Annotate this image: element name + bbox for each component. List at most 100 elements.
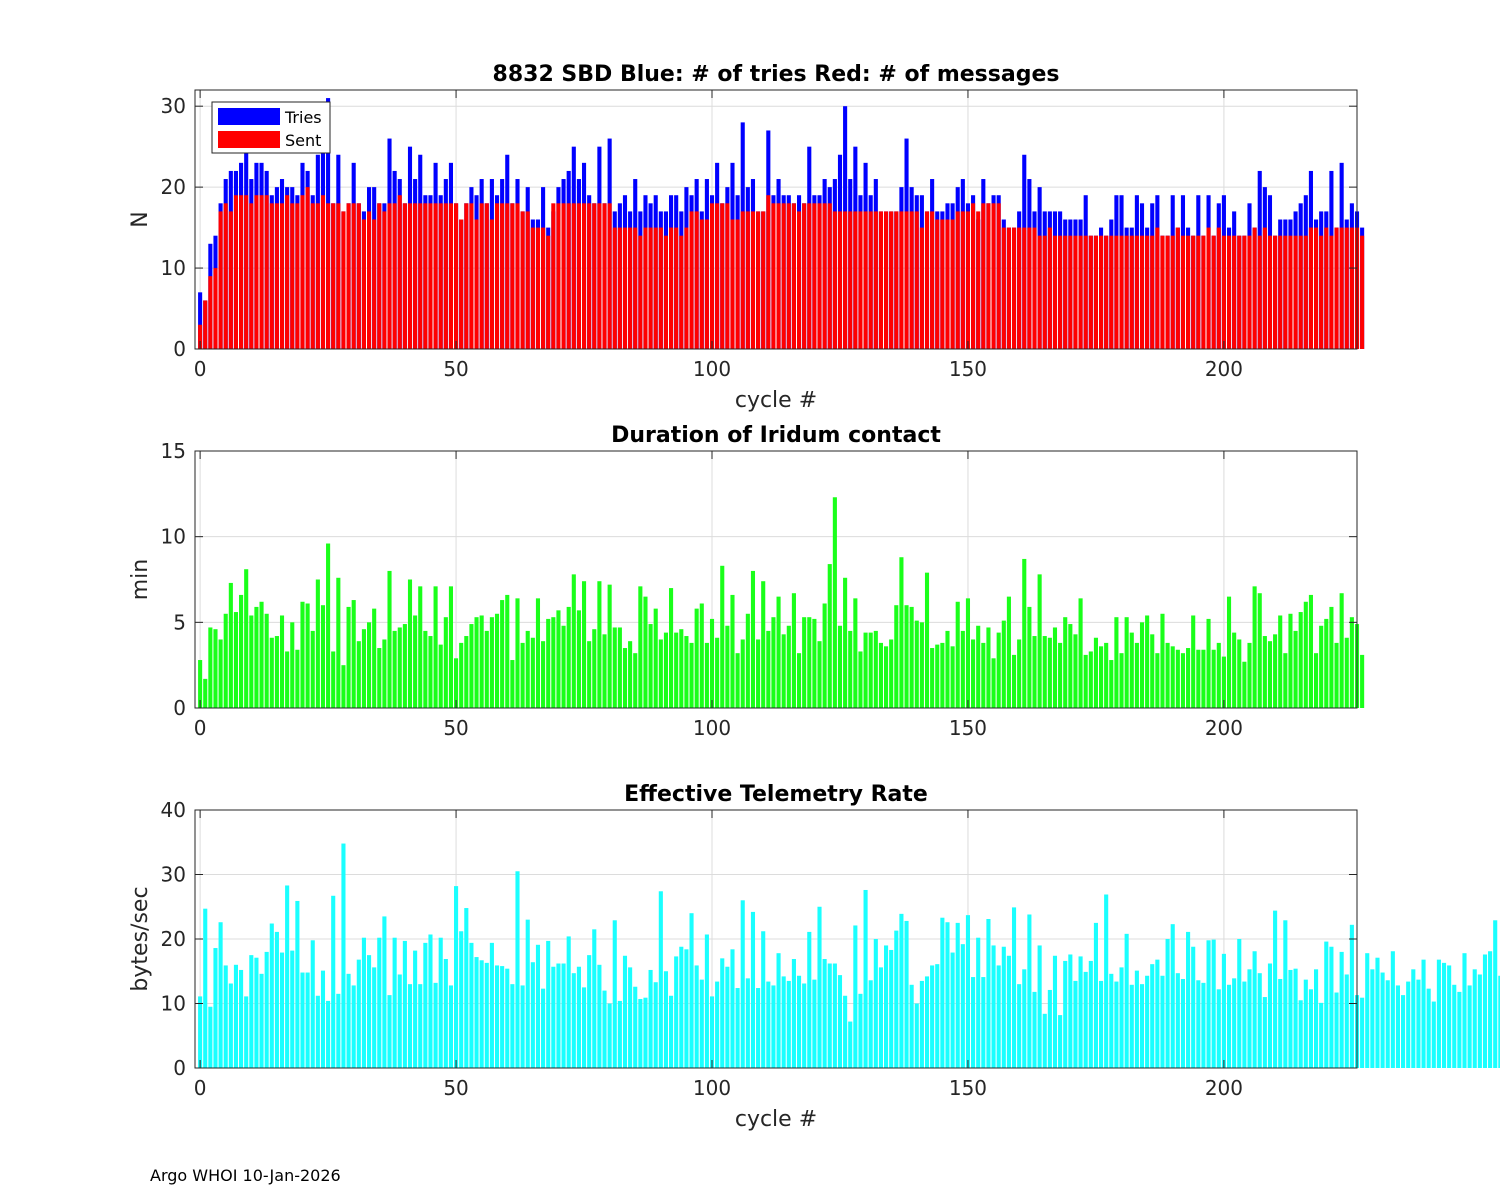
- bar-rate: [1472, 969, 1477, 1068]
- bar-rate: [279, 952, 285, 1068]
- bar-duration: [428, 636, 433, 708]
- bar-rate: [1411, 969, 1416, 1068]
- y-tick-label: 0: [173, 1056, 186, 1080]
- bar-duration: [223, 613, 228, 708]
- bar-sent: [1032, 227, 1037, 349]
- y-tick-label: 30: [161, 863, 186, 887]
- bar-rate: [976, 937, 981, 1068]
- bar-rate: [889, 949, 894, 1068]
- bar-duration: [694, 608, 699, 708]
- bar-rate: [1109, 973, 1114, 1068]
- bar-rate: [1349, 924, 1354, 1068]
- bar-rate: [566, 936, 571, 1068]
- bar-rate: [448, 985, 453, 1068]
- bar-sent: [735, 219, 740, 349]
- bar-rate: [1426, 988, 1431, 1068]
- bar-sent: [837, 211, 843, 349]
- bar-rate: [1293, 968, 1298, 1068]
- bar-rate: [1283, 920, 1288, 1068]
- bar-rate: [848, 1021, 853, 1068]
- bar-duration: [940, 642, 945, 708]
- bar-sent: [1360, 235, 1365, 349]
- bar-sent: [1216, 227, 1221, 349]
- bar-sent: [1221, 235, 1226, 349]
- bar-rate: [1221, 953, 1226, 1068]
- axes-box: [194, 450, 1358, 709]
- bar-rate: [1319, 1002, 1324, 1068]
- bar-sent: [479, 203, 484, 349]
- bar-rate: [761, 931, 766, 1068]
- bar-rate: [924, 976, 930, 1068]
- bar-duration: [745, 613, 750, 708]
- bar-rate: [454, 886, 459, 1068]
- bar-sent: [709, 203, 715, 349]
- bar-rate: [1150, 964, 1155, 1068]
- bar-rate: [1314, 969, 1319, 1068]
- bar-sent: [1001, 227, 1006, 349]
- bar-rate: [807, 931, 812, 1068]
- bar-duration: [1052, 627, 1058, 708]
- bar-duration: [1129, 632, 1134, 708]
- bar-rate: [326, 1000, 331, 1068]
- y-axis-label: min: [128, 559, 153, 601]
- bar-duration: [413, 615, 418, 708]
- bar-duration: [658, 639, 663, 708]
- bar-sent: [658, 227, 663, 349]
- bar-rate: [561, 963, 566, 1068]
- bar-duration: [320, 605, 326, 708]
- bar-sent: [494, 203, 500, 349]
- bar-rate: [843, 995, 848, 1068]
- bar-sent: [254, 195, 259, 349]
- bar-sent: [796, 211, 802, 349]
- bar-sent: [1303, 235, 1308, 349]
- bar-sent: [428, 203, 433, 349]
- bar-rate: [1370, 969, 1375, 1068]
- bar-duration: [663, 632, 668, 708]
- bar-rate: [750, 911, 756, 1068]
- bar-duration: [305, 603, 310, 708]
- bar-duration: [500, 600, 505, 708]
- bar-sent: [663, 235, 668, 349]
- bar-sent: [581, 203, 587, 349]
- bar-sent: [684, 227, 689, 349]
- bar-rate: [689, 913, 694, 1068]
- bar-sent: [1052, 235, 1058, 349]
- bar-sent: [960, 211, 965, 349]
- bar-sent: [228, 211, 233, 349]
- bar-rate: [1099, 980, 1104, 1068]
- bar-rate: [781, 976, 786, 1068]
- bar-rate: [1262, 997, 1267, 1068]
- chart-title: Effective Telemetry Rate: [624, 782, 928, 807]
- bar-rate: [1083, 971, 1088, 1068]
- bar-duration: [1216, 642, 1221, 708]
- bar-sent: [203, 300, 208, 349]
- bar-sent: [361, 219, 366, 349]
- bar-sent: [331, 203, 336, 349]
- bar-rate: [796, 975, 802, 1068]
- bar-sent: [638, 235, 643, 349]
- bar-rate: [837, 975, 843, 1068]
- bar-sent: [1314, 227, 1319, 349]
- bar-rate: [1022, 969, 1027, 1068]
- bar-duration: [935, 644, 940, 708]
- bar-sent: [648, 227, 653, 349]
- bar-sent: [1042, 235, 1047, 349]
- bar-sent: [653, 227, 658, 349]
- bar-sent: [500, 203, 505, 349]
- bar-duration: [382, 639, 387, 708]
- bar-duration: [1063, 617, 1068, 708]
- bar-sent: [213, 268, 218, 349]
- bar-rate: [223, 965, 228, 1068]
- bar-duration: [469, 624, 474, 708]
- bar-rate: [372, 967, 377, 1068]
- bar-rate: [674, 956, 679, 1068]
- bar-duration: [960, 630, 965, 708]
- bar-rate: [310, 940, 315, 1068]
- bar-sent: [1073, 235, 1078, 349]
- bar-rate: [367, 955, 372, 1069]
- bar-duration: [981, 642, 986, 708]
- bar-sent: [1339, 227, 1344, 349]
- bar-sent: [326, 203, 331, 349]
- bar-duration: [1308, 594, 1313, 708]
- bar-tries: [198, 292, 203, 349]
